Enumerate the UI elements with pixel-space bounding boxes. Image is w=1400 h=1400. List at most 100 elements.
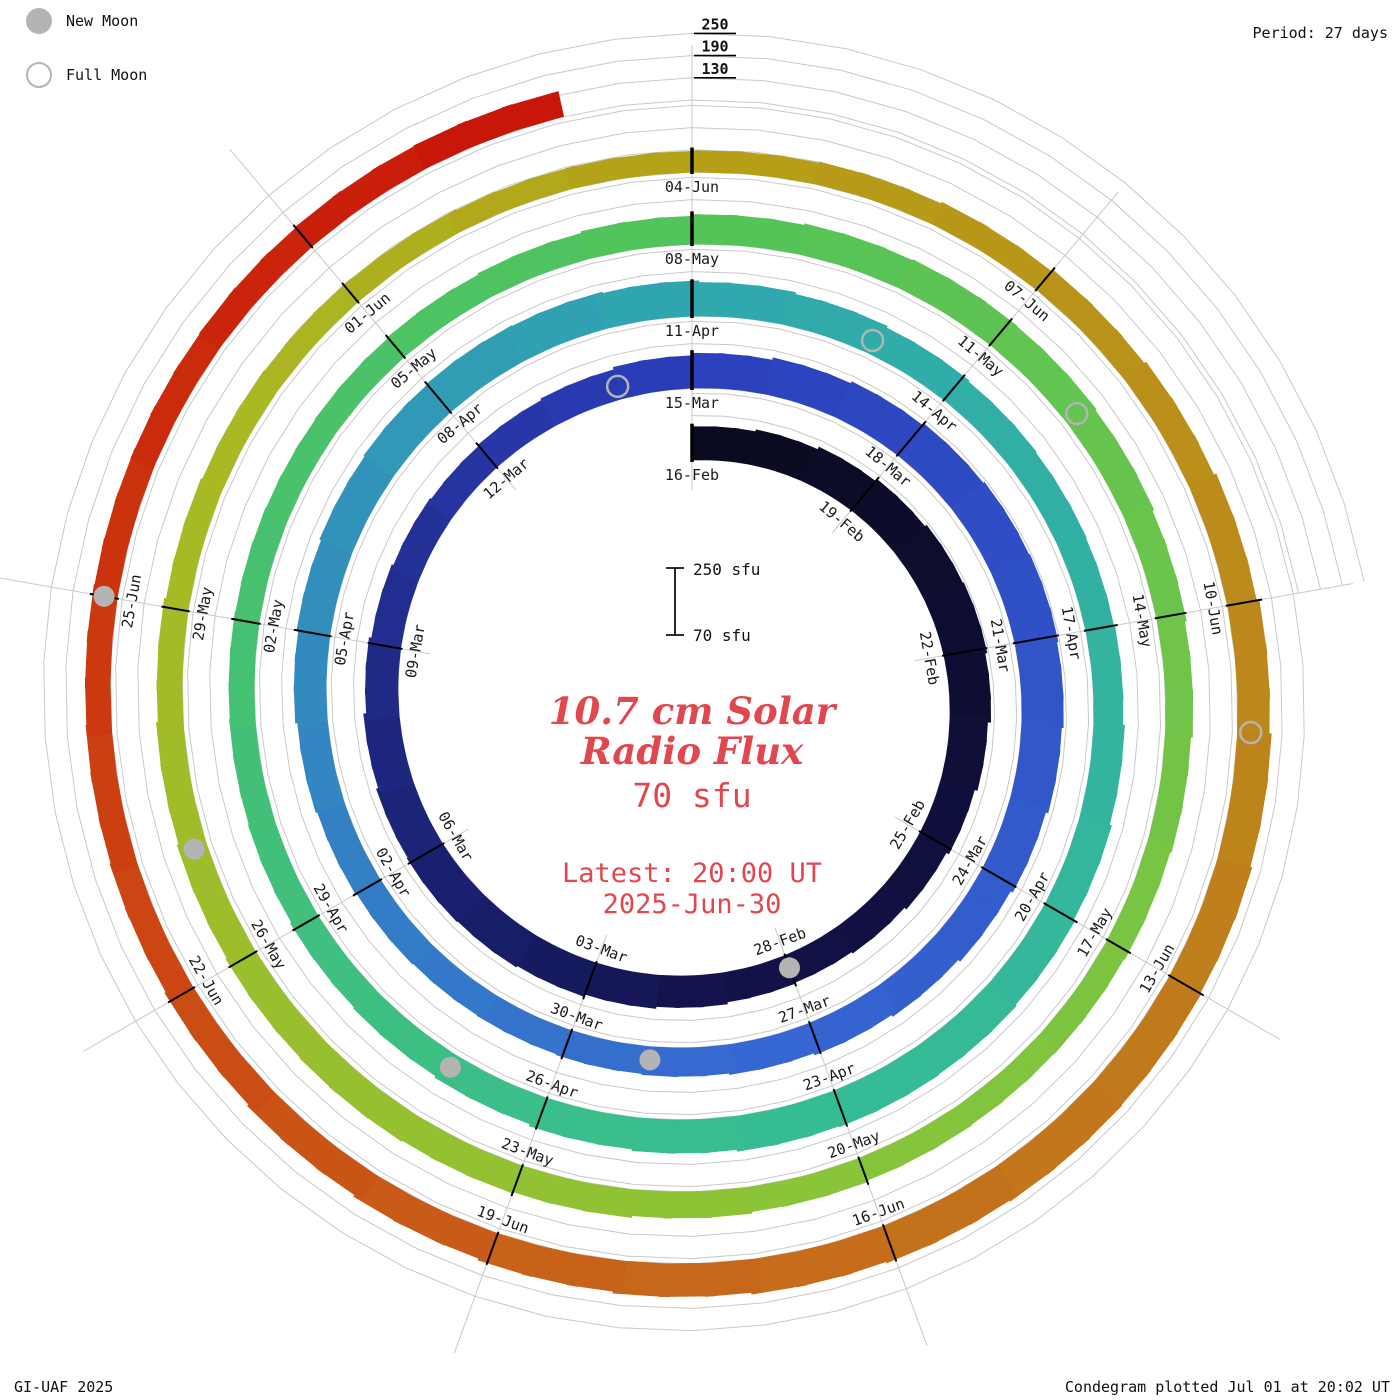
flux-bar-day-35 [980, 844, 1029, 893]
date-tick [1043, 902, 1078, 924]
flux-bar-day-120 [790, 1239, 852, 1288]
date-tick [293, 628, 332, 638]
flux-bar-day-80 [580, 221, 630, 260]
date-label: 09-Mar [402, 623, 429, 679]
latest-observation: Latest: 20:00 UT 2025-Jun-30 [392, 858, 992, 920]
credit-right: Condegram plotted Jul 01 at 20:02 UT [1064, 1378, 1390, 1396]
flux-bar-day-88 [1161, 727, 1192, 777]
flux-bar-day-128 [84, 677, 113, 736]
date-tick [980, 866, 1017, 889]
moon-markers [93, 328, 1263, 1078]
flux-bar-day-10 [835, 911, 876, 954]
date-tick [1105, 938, 1132, 955]
flux-bar-day-81 [727, 214, 776, 250]
flux-bar-day-8 [918, 813, 962, 855]
flux-bar-day-17 [406, 839, 456, 885]
date-tick [228, 950, 258, 969]
date-tick [941, 646, 988, 657]
full-moon-marker [860, 328, 885, 353]
date-tick [231, 617, 261, 625]
flux-bar-day-107 [565, 157, 620, 190]
date-tick [857, 1156, 870, 1186]
scale-top-label: 250 sfu [693, 560, 760, 579]
date-tick [424, 380, 453, 415]
full-moon-label: Full Moon [66, 66, 148, 84]
credit-left: GI-UAF 2025 [14, 1378, 114, 1396]
flux-bar-day-127 [90, 768, 126, 829]
flux-band [84, 91, 1272, 1298]
date-tick [352, 878, 383, 897]
radial-axis-labels: 250 190 130 [694, 15, 736, 79]
flux-bar-day-94 [663, 1190, 713, 1219]
grid-spoke [82, 828, 469, 1052]
date-tick [849, 476, 880, 513]
flux-bar-day-114 [1233, 643, 1271, 699]
date-tick [384, 334, 407, 359]
flux-bar-day-39 [726, 1038, 765, 1075]
legend-full-moon: Full Moon [26, 62, 147, 88]
grid-spoke [914, 582, 1353, 662]
flux-bar-day-36 [934, 911, 984, 962]
flux-bar-day-133 [501, 91, 565, 133]
date-tick [407, 842, 445, 865]
flux-bar-day-86 [1147, 575, 1187, 626]
grid-spoke [894, 816, 1281, 1040]
flux-bar-day-33 [1021, 692, 1064, 729]
date-tick [341, 282, 360, 304]
scale-bottom-label: 70 sfu [693, 626, 751, 645]
flux-bar-day-53 [659, 280, 700, 319]
date-tick [895, 420, 927, 458]
date-tick [1034, 266, 1056, 292]
flux-bar-day-127 [98, 813, 138, 874]
flux-bar-day-19 [363, 711, 403, 745]
flux-scale-widget: 250 sfu 70 sfu [666, 560, 760, 645]
date-tick [582, 960, 598, 1000]
grid-spoke [0, 577, 431, 655]
radial-axis-label: 130 [701, 60, 728, 78]
full-moon-icon [26, 62, 52, 88]
flux-bar-day-73 [229, 717, 260, 763]
flux-bar-day-73 [232, 751, 267, 798]
chart-title-line2: Radio Flux [580, 728, 804, 773]
grid-spoke [774, 927, 928, 1346]
flux-bar-day-109 [814, 161, 871, 197]
flux-bar-day-106 [447, 191, 503, 234]
flux-bar-day-127 [85, 724, 118, 783]
flux-bar-day-120 [747, 1250, 808, 1295]
flux-bar-day-106 [525, 165, 580, 201]
flux-bar-day-66 [733, 1109, 780, 1152]
flux-bar-day-100 [160, 760, 197, 814]
latest-time-label: Latest: 20:00 UT [561, 858, 823, 889]
flux-bar-day-67 [631, 1117, 677, 1154]
date-tick [918, 830, 952, 851]
flux-bar-day-74 [228, 683, 256, 728]
date-tick [808, 1021, 822, 1055]
date-tick [161, 605, 190, 613]
date-ticks [89, 147, 1263, 1266]
flux-bar-day-100 [155, 720, 189, 773]
new-moon-icon [26, 8, 52, 34]
flux-bar-day-53 [627, 281, 669, 323]
flux-bar-day-126 [109, 856, 154, 918]
grid-spoke [229, 148, 517, 491]
date-tick [560, 1028, 574, 1060]
date-label: 04-Jun [665, 178, 719, 196]
date-label: 11-Apr [665, 322, 719, 340]
full-moon-marker [1238, 720, 1263, 745]
flux-bar-day-88 [1155, 764, 1189, 815]
flux-bar-day-101 [157, 597, 190, 651]
latest-flux-value: 70 sfu [632, 776, 752, 815]
flux-bar-day-121 [612, 1260, 671, 1298]
grid-spoke [831, 191, 1119, 534]
flux-bar-day-87 [1162, 651, 1194, 699]
flux-bar-day-121 [704, 1258, 762, 1297]
flux-bar-day-93 [778, 1170, 831, 1208]
flux-bar-day-107 [607, 152, 661, 181]
date-tick [1012, 634, 1059, 645]
full-moon-marker [605, 374, 630, 399]
flux-bar-day-31 [965, 504, 1020, 554]
date-label: 05-Apr [331, 610, 358, 666]
date-tick [988, 317, 1013, 347]
